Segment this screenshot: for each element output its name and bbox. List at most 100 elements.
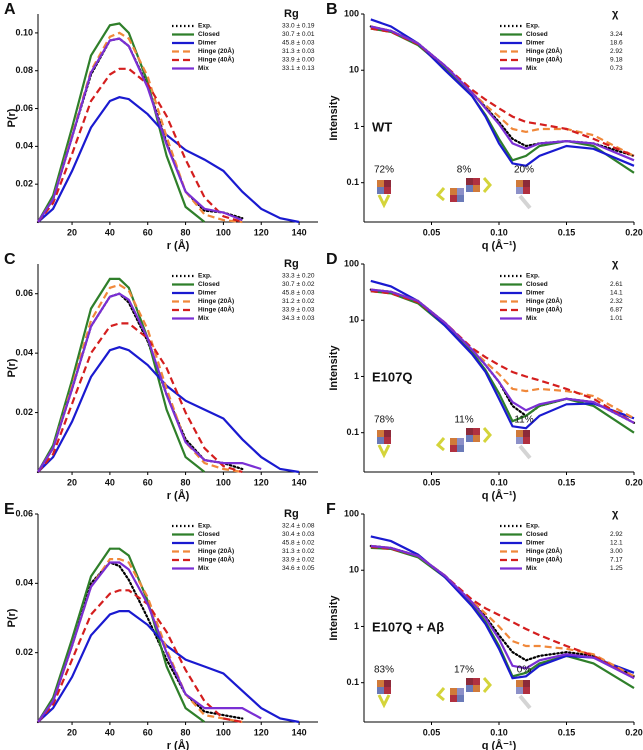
series-line (369, 25, 636, 157)
icon-block (523, 187, 530, 194)
legend-value: 31.2 ± 0.02 (282, 298, 315, 305)
series-line (37, 346, 300, 474)
x-tick-label: 0.05 (423, 727, 441, 737)
y-tick-label: 10 (349, 315, 359, 325)
x-tick-label: 140 (292, 727, 307, 737)
legend-value: 31.3 ± 0.02 (282, 548, 315, 555)
icon-arrow (518, 694, 532, 710)
legend-label: Closed (526, 281, 548, 288)
legend-label: Exp. (198, 523, 212, 530)
legend-value: 2.92 (610, 531, 623, 538)
legend-value: 6.87 (610, 307, 623, 314)
legend-value: 3.24 (610, 31, 623, 38)
icon-block (473, 185, 480, 192)
legend-label: Exp. (526, 23, 540, 30)
x-tick-label: 140 (292, 477, 307, 487)
icon-block (457, 445, 464, 452)
legend-label: Exp. (526, 523, 540, 530)
series-line (37, 610, 300, 724)
legend-label: Hinge (20Å) (198, 296, 234, 305)
x-axis-label: q (Å⁻¹) (482, 739, 517, 750)
icon-block (473, 428, 480, 435)
x-tick-label: 80 (181, 727, 191, 737)
series-line (370, 288, 635, 424)
legend-value: 30.7 ± 0.01 (282, 31, 315, 38)
legend-label: Mix (198, 565, 209, 572)
legend-value: 45.8 ± 0.02 (282, 540, 315, 547)
x-axis-label: q (Å⁻¹) (482, 239, 517, 252)
icon-block (377, 187, 384, 194)
icon-block (473, 435, 480, 442)
icon-block (377, 437, 384, 444)
y-tick-label: 0.10 (15, 27, 33, 37)
series-line (36, 37, 244, 224)
icon-arrow (377, 694, 391, 709)
fraction-label: 8% (457, 165, 472, 176)
x-tick-label: 60 (143, 227, 153, 237)
icon-block (466, 178, 473, 185)
legend-value: 2.32 (610, 298, 623, 305)
y-tick-label: 100 (344, 8, 359, 18)
icon-block (450, 688, 457, 695)
x-tick-label: 40 (105, 477, 115, 487)
x-tick-label: 0.15 (558, 227, 576, 237)
legend-label: Closed (198, 281, 220, 288)
x-tick-label: 20 (67, 477, 77, 487)
panel-label: D (326, 251, 338, 268)
series-line (370, 544, 635, 680)
icon-block (377, 180, 384, 187)
icon-arrow (377, 444, 391, 459)
fraction-label: 11% (514, 415, 533, 426)
icon-block (523, 437, 530, 444)
x-tick-label: 120 (254, 227, 269, 237)
y-tick-label: 1 (354, 621, 359, 631)
series-line (37, 561, 262, 723)
legend-value: 33.9 ± 0.00 (282, 57, 315, 64)
series-line (37, 547, 206, 723)
icon-block (384, 430, 391, 437)
icon-block (523, 180, 530, 187)
icon-block (523, 680, 530, 687)
icon-block (450, 438, 457, 445)
x-tick-label: 0.20 (625, 227, 643, 237)
series-line (37, 589, 243, 724)
x-tick-label: 0.15 (558, 727, 576, 737)
x-tick-label: 40 (105, 727, 115, 737)
legend-label: Mix (526, 315, 537, 322)
legend-value: 33.0 ± 0.19 (282, 23, 315, 30)
sample-label: WT (372, 119, 392, 134)
series-line (370, 290, 635, 434)
y-tick-label: 0.1 (346, 177, 359, 187)
legend-value: 2.61 (610, 281, 623, 288)
y-tick-label: 10 (349, 565, 359, 575)
x-tick-label: 0.05 (423, 227, 441, 237)
icon-arrow (377, 194, 391, 209)
y-tick-label: 0.06 (15, 288, 33, 298)
y-tick-label: 100 (344, 508, 359, 518)
legend-value: 12.1 (610, 540, 623, 547)
y-tick-label: 0.04 (15, 141, 33, 151)
fraction-label: 17% (454, 665, 474, 676)
series-line (37, 37, 243, 223)
icon-block (457, 195, 464, 202)
x-tick-label: 60 (143, 477, 153, 487)
legend-value: 33.3 ± 0.20 (282, 273, 315, 280)
x-tick-label: 0.10 (490, 477, 508, 487)
legend-value: 33.9 ± 0.02 (282, 557, 315, 564)
icon-block (384, 187, 391, 194)
series-line (37, 292, 262, 473)
legend-value: 2.92 (610, 48, 623, 55)
legend-label: Hinge (40Å) (198, 555, 234, 564)
fraction-label: 83% (374, 665, 394, 676)
legend-label: Hinge (20Å) (526, 296, 562, 305)
legend-label: Hinge (20Å) (198, 546, 234, 555)
series-line (37, 558, 243, 724)
legend-label: Dimer (198, 290, 217, 297)
series-line (370, 27, 635, 174)
icon-block (516, 687, 523, 694)
icon-block (466, 685, 473, 692)
y-axis-label: Intensity (328, 95, 340, 141)
x-tick-label: 140 (292, 227, 307, 237)
legend-label: Hinge (40Å) (526, 555, 562, 564)
legend-label: Closed (526, 31, 548, 38)
